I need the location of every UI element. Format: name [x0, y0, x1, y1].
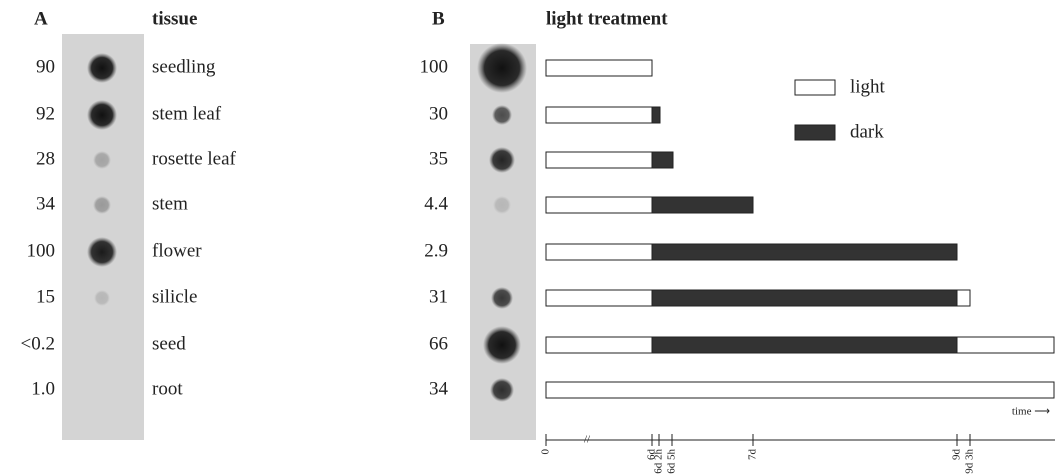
axis-tick-label: 0 [540, 449, 552, 455]
figure: A tissue B light treatment light dark //… [0, 0, 1055, 476]
signal-value: 15 [36, 286, 55, 307]
light-period [546, 382, 1054, 398]
blot-spot [490, 378, 514, 402]
axis-break: // [584, 434, 591, 446]
signal-value: 35 [429, 148, 448, 169]
panel-label: B [432, 8, 445, 29]
tissue-name: rosette leaf [152, 148, 237, 169]
tissue-name: seedling [152, 56, 216, 77]
tissue-name: silicle [152, 286, 197, 307]
signal-value: 100 [27, 240, 56, 261]
light-period [546, 337, 652, 353]
tissue-name: flower [152, 240, 202, 261]
legend-swatch [795, 80, 835, 95]
blot-spot [491, 287, 513, 309]
blot-a [62, 34, 144, 440]
blot-spot [93, 196, 111, 214]
blot-spot [87, 100, 117, 130]
axis-label: time ⟶ [1012, 406, 1050, 418]
signal-value: 4.4 [424, 193, 448, 214]
blot-spot [493, 196, 511, 214]
blot-spot [94, 290, 110, 306]
dark-period [652, 107, 660, 123]
signal-value: 100 [420, 56, 449, 77]
signal-value: 28 [36, 148, 55, 169]
axis-tick-label: 9d [951, 449, 963, 461]
tissue-name: stem [152, 193, 188, 214]
legend-label: dark [850, 121, 884, 142]
signal-value: 2.9 [424, 240, 448, 261]
blot-spot [477, 43, 527, 93]
signal-value: <0.2 [21, 333, 55, 354]
blot-spot [93, 151, 111, 169]
dark-period [652, 290, 957, 306]
signal-value: 31 [429, 286, 448, 307]
signal-value: 30 [429, 103, 448, 124]
axis-tick-label: 6d 2h [653, 449, 665, 474]
blot-spot [483, 326, 521, 364]
dark-period [652, 152, 673, 168]
signal-value: 1.0 [31, 378, 55, 399]
blot-spot [489, 147, 515, 173]
light-period [546, 107, 652, 123]
dark-period [652, 337, 957, 353]
signal-value: 92 [36, 103, 55, 124]
blot-spot [492, 105, 512, 125]
light-period [546, 290, 652, 306]
dark-period [652, 197, 753, 213]
signal-value: 66 [429, 333, 448, 354]
panel-header: light treatment [546, 8, 668, 29]
light-period [957, 290, 970, 306]
dark-period [652, 244, 957, 260]
panel-header: tissue [152, 8, 197, 29]
legend-swatch [795, 125, 835, 140]
tissue-name: stem leaf [152, 103, 222, 124]
axis-tick-label: 9d 3h [964, 449, 976, 474]
light-period [546, 197, 652, 213]
light-period [546, 60, 652, 76]
blot-spot [87, 53, 117, 83]
signal-value: 34 [36, 193, 56, 214]
legend-label: light [850, 76, 886, 97]
light-period [546, 244, 652, 260]
light-period [546, 152, 652, 168]
axis-tick-label: 7d [747, 449, 759, 461]
panel-label: A [34, 8, 48, 29]
tissue-name: root [152, 378, 183, 399]
signal-value: 90 [36, 56, 55, 77]
axis-tick-label: 6d 5h [666, 449, 678, 474]
tissue-name: seed [152, 333, 186, 354]
light-period [957, 337, 1054, 353]
blot-spot [87, 237, 117, 267]
signal-value: 34 [429, 378, 449, 399]
